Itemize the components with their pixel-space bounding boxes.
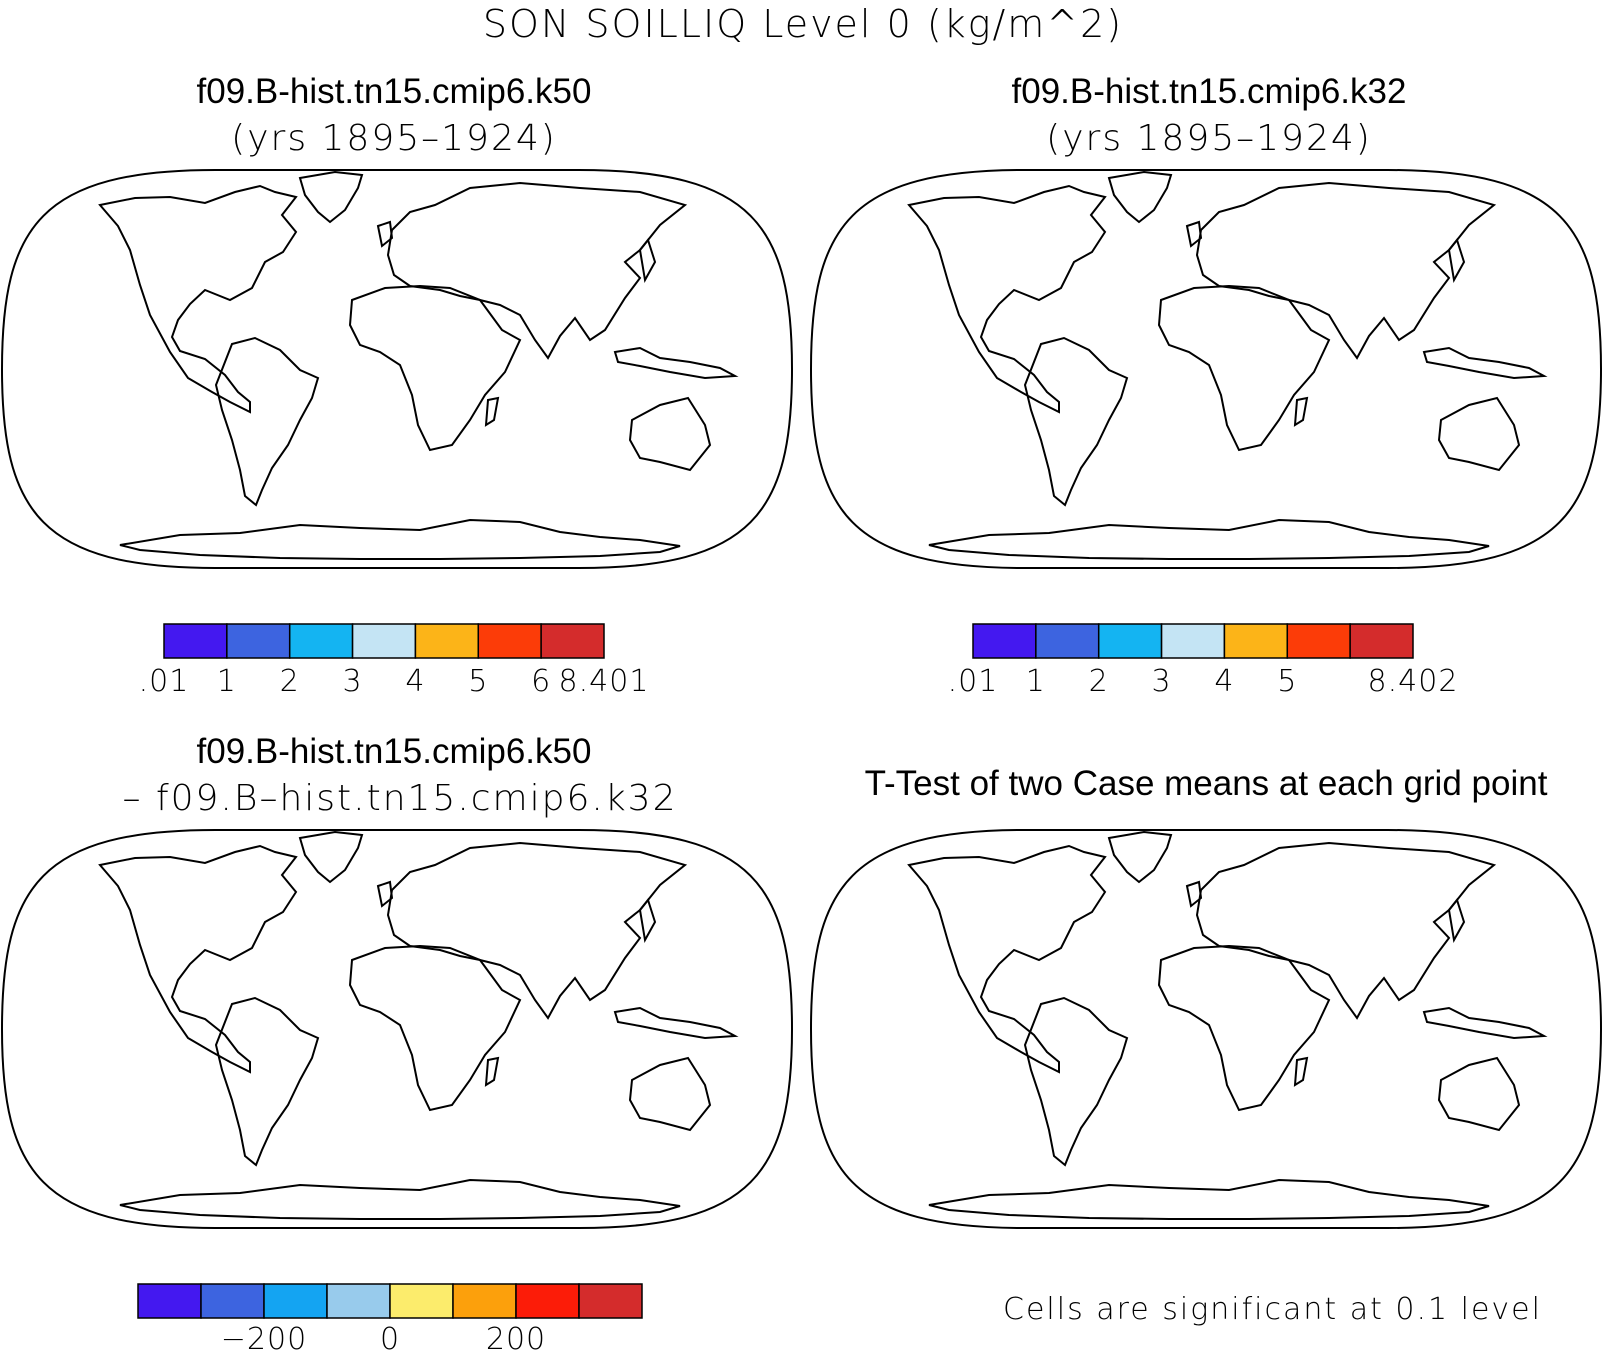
colorbar-tick-label: 0 [379, 1322, 401, 1357]
colorbar-tick-label: 4 [1214, 664, 1235, 699]
colorbar-swatch [1223, 623, 1289, 659]
colorbar-tick-label: 1 [216, 664, 237, 699]
map-frame [0, 829, 794, 1229]
panel-case2-title: f09.B-hist.tn15.cmip6.k32 [1011, 72, 1407, 111]
colorbar-case2 [972, 623, 1414, 659]
colorbar-case1 [163, 623, 605, 659]
colorbar-swatch [389, 1283, 454, 1319]
colorbar-swatch [452, 1283, 517, 1319]
map-frame [809, 169, 1603, 569]
colorbar-swatch [540, 623, 605, 659]
colorbar-tick-label: 200 [485, 1322, 547, 1357]
colorbar-tick-label: 4 [405, 664, 426, 699]
colorbar-swatch [972, 623, 1037, 659]
panel-diff-subtitle: – f09.B–hist.tn15.cmip6.k32 [122, 778, 678, 819]
colorbar-tick-label: 6 [531, 664, 552, 699]
colorbar-swatch [288, 623, 354, 659]
colorbar-diff [137, 1283, 643, 1319]
map-frame [809, 829, 1603, 1229]
colorbar-tick-label: 5 [468, 664, 489, 699]
colorbar-tick-label: .01 [138, 664, 190, 699]
panel-case1-title: f09.B-hist.tn15.cmip6.k50 [196, 72, 592, 111]
map-diff [0, 829, 794, 1229]
colorbar-case2-labels: .01 1 2 3 4 5 8.402 [948, 664, 1458, 704]
colorbar-swatch [1097, 623, 1163, 659]
colorbar-swatch [226, 623, 291, 659]
colorbar-diff-labels: −200 0 200 [138, 1322, 658, 1362]
colorbar-swatch [515, 1283, 580, 1319]
colorbar-swatch [200, 1283, 265, 1319]
colorbar-tick-label: 8.401 [558, 664, 650, 699]
colorbar-case1-labels: .01 1 2 3 4 5 6 8.401 [139, 664, 649, 704]
colorbar-swatch [137, 1283, 202, 1319]
colorbar-swatch [1286, 623, 1351, 659]
coastlines [907, 830, 1548, 1220]
colorbar-swatch [1349, 623, 1414, 659]
colorbar-tick-label: 3 [1151, 664, 1172, 699]
coastlines [98, 170, 739, 560]
colorbar-swatch [326, 1283, 391, 1319]
colorbar-tick-label: 3 [342, 664, 363, 699]
colorbar-tick-label: 8.402 [1367, 664, 1459, 699]
colorbar-swatch [414, 623, 480, 659]
colorbar-tick-label: 5 [1277, 664, 1298, 699]
colorbar-swatch [1160, 623, 1226, 659]
figure-title: SON SOILLIQ Level 0 (kg/m^2) [482, 2, 1124, 46]
colorbar-swatch [351, 623, 417, 659]
colorbar-tick-label: .01 [947, 664, 999, 699]
colorbar-swatch [477, 623, 542, 659]
significance-note: Cells are significant at 0.1 level [1003, 1292, 1542, 1327]
colorbar-swatch [1035, 623, 1100, 659]
colorbar-tick-label: 2 [1088, 664, 1109, 699]
panel-case2-subtitle: (yrs 1895–1924) [1046, 118, 1372, 159]
map-case1 [0, 169, 794, 569]
colorbar-swatch [163, 623, 228, 659]
coastlines [907, 170, 1548, 560]
colorbar-tick-label: −200 [220, 1322, 308, 1357]
coastlines [98, 830, 739, 1220]
colorbar-swatch [578, 1283, 643, 1319]
colorbar-swatch [263, 1283, 328, 1319]
land-field [806, 828, 1606, 1230]
panel-case1-subtitle: (yrs 1895–1924) [231, 118, 557, 159]
map-case2 [809, 169, 1603, 569]
map-frame [0, 169, 794, 569]
land-field [805, 168, 1606, 570]
colorbar-tick-label: 2 [279, 664, 300, 699]
colorbar-tick-label: 1 [1025, 664, 1046, 699]
panel-ttest-title: T-Test of two Case means at each grid po… [864, 764, 1548, 803]
map-ttest [806, 828, 1606, 1230]
panel-diff-title: f09.B-hist.tn15.cmip6.k50 [196, 732, 592, 771]
